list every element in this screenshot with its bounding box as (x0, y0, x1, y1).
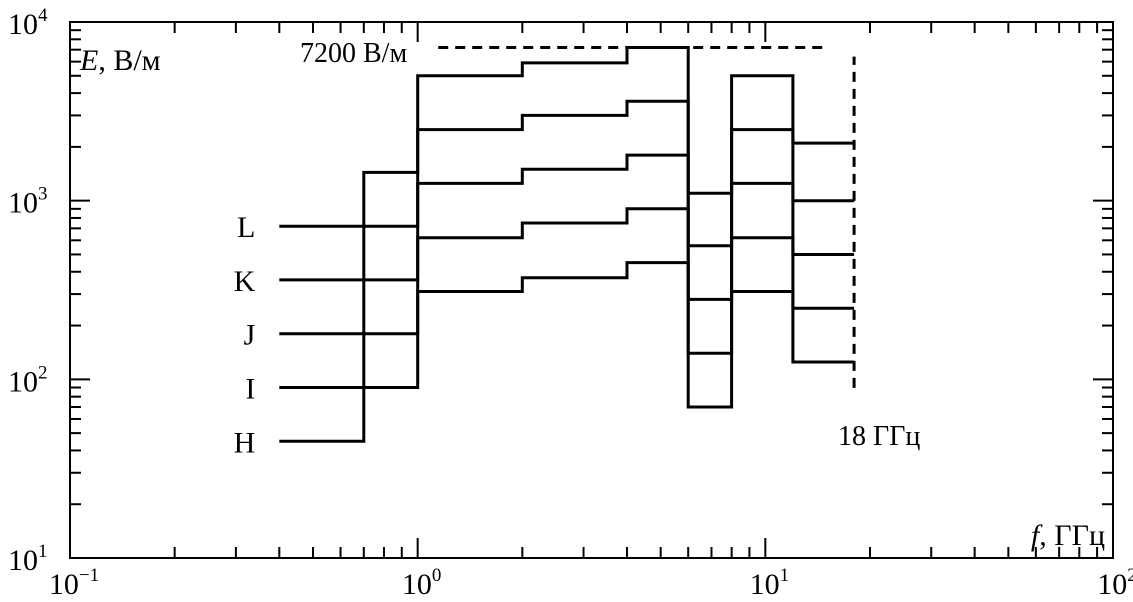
annotation-max-field: 7200 В/м (300, 38, 407, 69)
series-label-I: I (245, 373, 255, 406)
x-axis-unit: , ГГц (1039, 519, 1105, 552)
axis-ticks (69, 22, 1113, 559)
y-axis-variable: E (79, 44, 98, 77)
series-line-L (279, 46, 855, 228)
annotation-max-freq: 18 ГГц (838, 421, 920, 452)
series-line-J (279, 153, 855, 336)
y-tick-label: 103 (8, 184, 48, 220)
x-axis-label: f, ГГц (1031, 519, 1105, 552)
plot-frame (69, 21, 1114, 559)
x-tick-label: 101 (750, 565, 790, 601)
series-label-J: J (244, 319, 256, 352)
y-axis-label: E, В/м (79, 44, 161, 77)
series-label-L: L (237, 211, 255, 244)
series-label-K: K (234, 265, 256, 298)
y-tick-label: 104 (8, 5, 48, 41)
tick-labels: 10−1 100 101 102 101 102 103 104 (8, 5, 1133, 601)
series-label-H: H (234, 426, 256, 459)
y-axis-unit: , В/м (98, 44, 160, 77)
y-tick-label: 102 (8, 362, 48, 398)
x-tick-label: 102 (1097, 565, 1133, 601)
x-tick-label: 10−1 (49, 565, 99, 601)
y-tick-label: 101 (8, 541, 48, 577)
x-tick-label: 100 (402, 565, 442, 601)
series-line-I (279, 207, 855, 389)
series-line-K (279, 99, 855, 282)
series-line-H (279, 261, 855, 443)
